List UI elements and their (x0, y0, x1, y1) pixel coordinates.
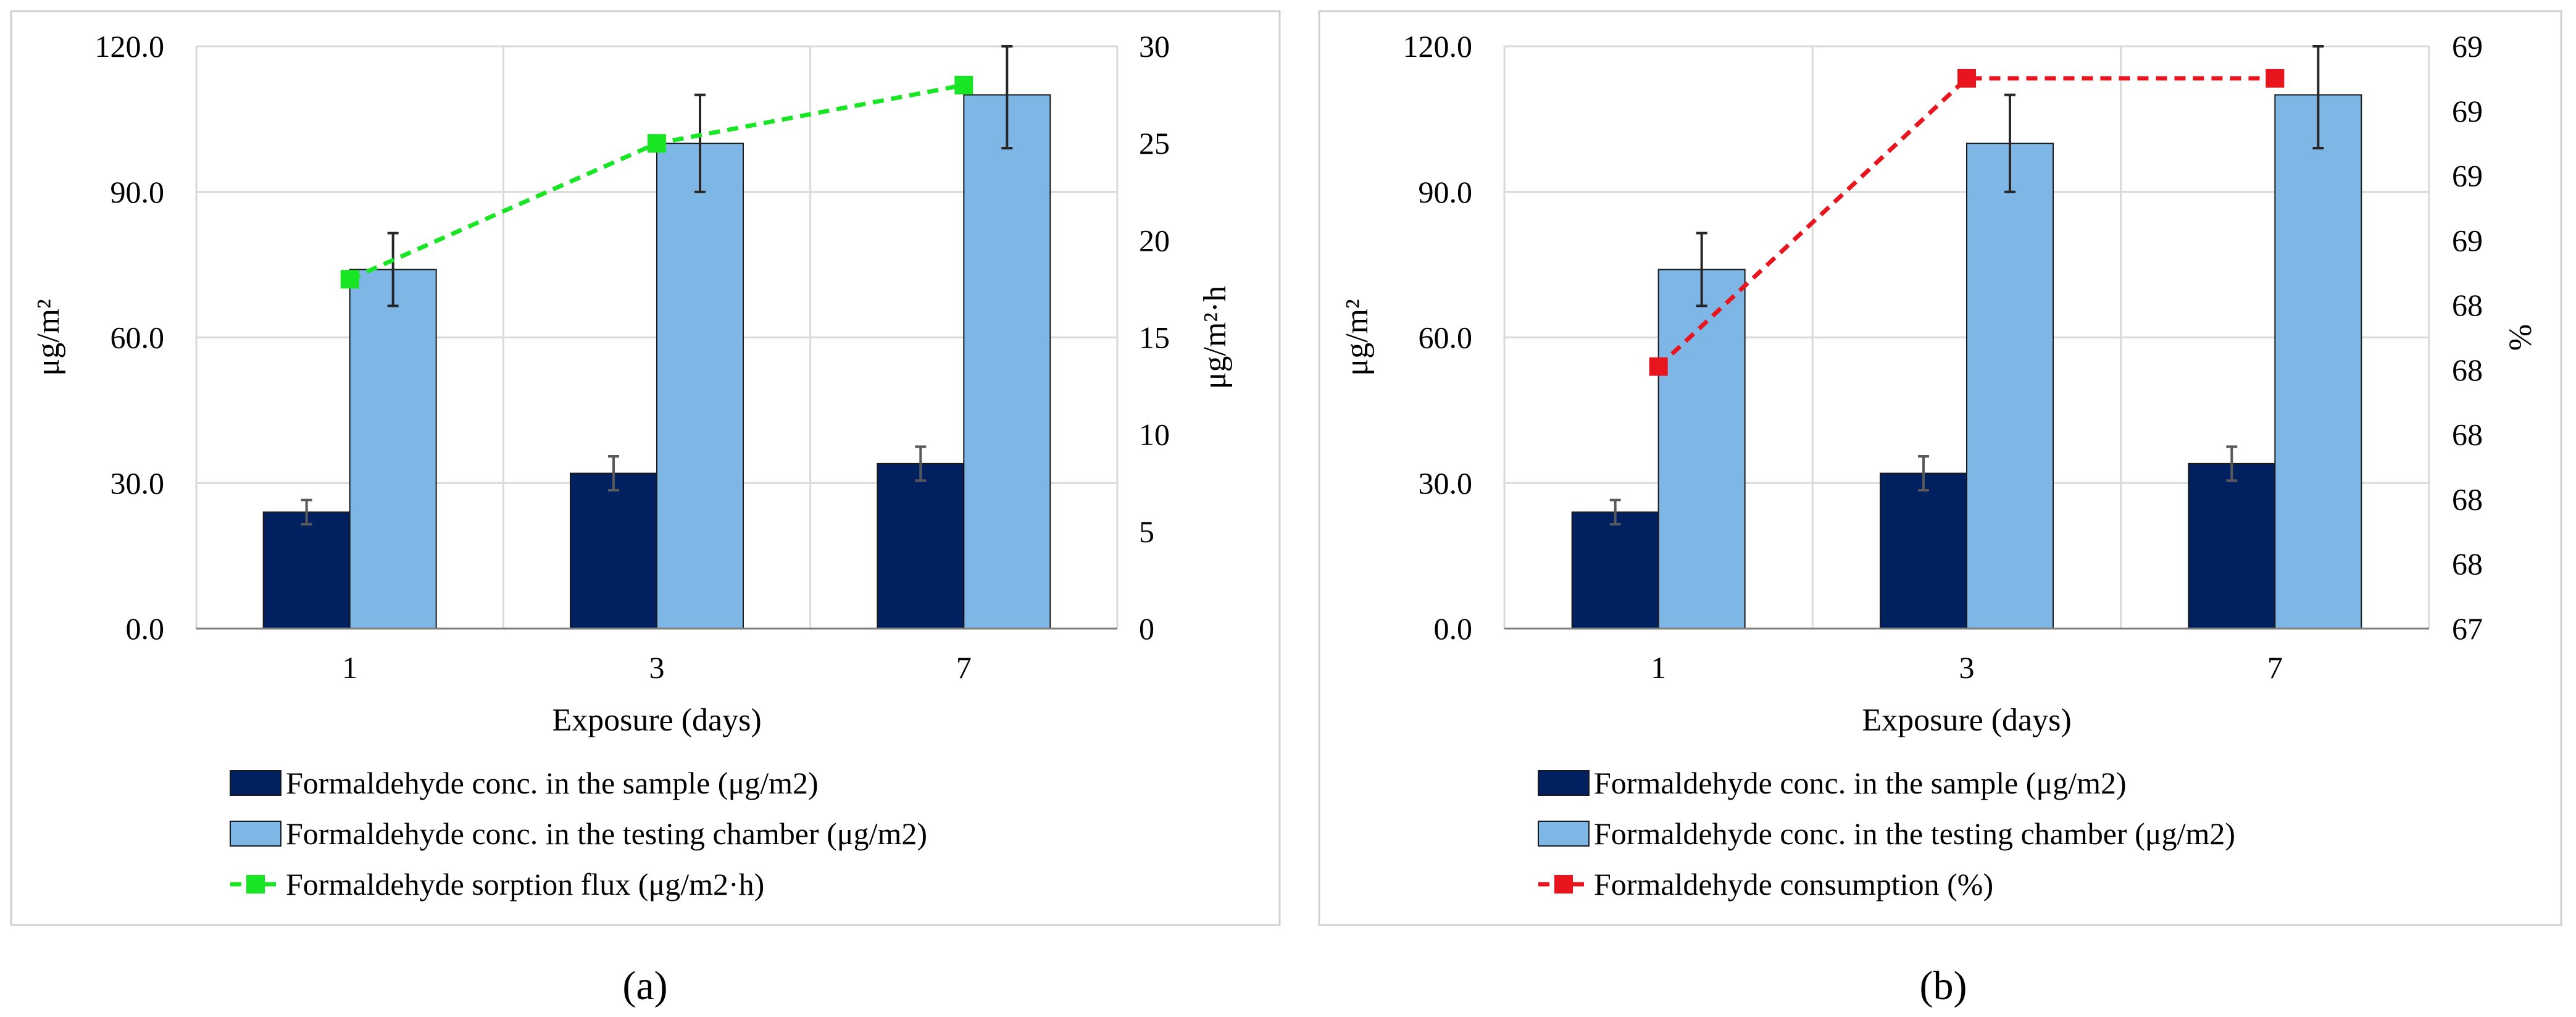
x-tick-label: 1 (1651, 650, 1666, 685)
marker-3 (648, 134, 666, 153)
panel-caption: (b) (1920, 963, 1967, 1008)
legend-swatch-chamber (230, 821, 281, 847)
y2-tick-label: 10 (1139, 417, 1170, 452)
legend-entry: Formaldehyde consumption (%) (1594, 867, 1993, 902)
marker-7 (954, 75, 973, 94)
bar-sample-7 (2188, 462, 2276, 629)
y2-axis-title: % (2503, 324, 2538, 351)
y2-tick-label: 69 (2452, 94, 2483, 128)
legend-entry: Formaldehyde conc. in the sample (μg/m2) (286, 766, 819, 800)
legend-entry: Formaldehyde conc. in the testing chambe… (286, 816, 927, 851)
bar-chamber-3 (1966, 143, 2054, 629)
y2-tick-label: 20 (1139, 223, 1170, 257)
bar-sample-1 (262, 511, 351, 630)
y2-tick-label: 68 (2452, 353, 2483, 387)
x-tick-label: 3 (649, 650, 665, 685)
y2-tick-label: 0 (1139, 611, 1154, 646)
legend-swatch-marker (1554, 875, 1573, 894)
legend-swatch-sample (230, 770, 281, 796)
y2-tick-label: 30 (1139, 29, 1170, 64)
marker-3 (1957, 69, 1976, 88)
x-tick-label: 7 (2267, 650, 2283, 685)
chart-frame (10, 10, 1281, 926)
series-line-consumption (1657, 76, 2275, 369)
y2-tick-label: 25 (1139, 126, 1170, 161)
bar-sample-3 (570, 472, 657, 629)
x-tick-label: 7 (956, 650, 972, 685)
x-axis-title: Exposure (days) (1862, 703, 2071, 738)
panel-a: 0.0 30.0 60.0 90.0 120.0 0 5 10 15 20 25 30 1 3 7 Expos… (10, 10, 1281, 1008)
bar-sample-3 (1880, 472, 1967, 629)
y2-tick-label: 67 (2452, 611, 2483, 646)
x-tick-label: 1 (342, 650, 357, 685)
y2-tick-label: 68 (2452, 417, 2483, 452)
y-tick-label: 30.0 (1419, 466, 1473, 500)
bar-chamber-1 (1657, 269, 1746, 629)
bar-chamber-1 (349, 269, 437, 629)
y-tick-label: 60.0 (1419, 320, 1473, 355)
panel-caption: (a) (622, 963, 667, 1008)
legend-swatch-marker (246, 875, 265, 894)
legend-swatch-sample (1538, 770, 1590, 796)
y-tick-label: 120.0 (1403, 29, 1473, 64)
y2-tick-label: 69 (2452, 29, 2483, 64)
marker-1 (340, 270, 359, 289)
legend-entry: Formaldehyde conc. in the sample (μg/m2) (1594, 766, 2127, 800)
y-tick-label: 60.0 (110, 320, 165, 355)
y-tick-label: 90.0 (110, 175, 165, 209)
x-tick-label: 3 (1959, 650, 1975, 685)
y2-tick-label: 68 (2452, 482, 2483, 516)
y-tick-label: 90.0 (1419, 175, 1473, 209)
y2-tick-label: 68 (2452, 288, 2483, 322)
legend-entry: Formaldehyde conc. in the testing chambe… (1594, 816, 2235, 851)
bar-chamber-3 (656, 143, 744, 629)
y2-tick-label: 68 (2452, 546, 2483, 581)
y2-tick-label: 69 (2452, 159, 2483, 193)
x-axis-title: Exposure (days) (552, 703, 761, 738)
bar-sample-7 (877, 462, 965, 629)
y-tick-label: 0.0 (1434, 611, 1473, 646)
y2-tick-label: 69 (2452, 223, 2483, 257)
y-tick-label: 30.0 (110, 466, 165, 500)
marker-7 (2265, 69, 2285, 88)
y2-axis-title: μg/m²·h (1198, 286, 1233, 390)
y-tick-label: 0.0 (126, 611, 165, 646)
y-tick-label: 120.0 (95, 29, 165, 64)
y-axis-title: μg/m² (31, 299, 66, 375)
y2-tick-label: 5 (1139, 514, 1154, 549)
y2-tick-label: 15 (1139, 320, 1170, 355)
y-axis-title: μg/m² (1340, 299, 1375, 375)
legend-entry: Formaldehyde sorption flux (μg/m2·h) (286, 867, 764, 902)
bar-chamber-7 (2274, 94, 2362, 630)
marker-1 (1649, 357, 1668, 376)
legend-swatch-chamber (1538, 821, 1590, 847)
panel-b: 0.0 30.0 60.0 90.0 120.0 67 68 68 68 68 68 69 69 69 69… (1318, 10, 2562, 1008)
bar-sample-1 (1571, 511, 1659, 630)
bar-chamber-7 (963, 94, 1051, 630)
